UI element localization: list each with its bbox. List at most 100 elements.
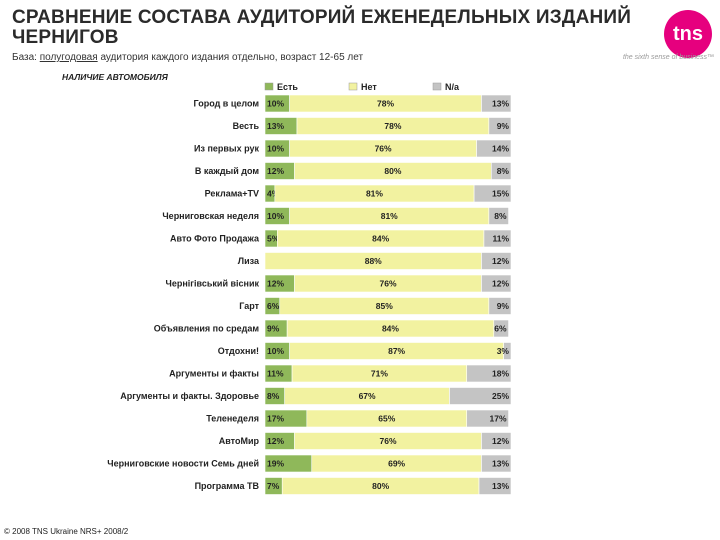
bar-segment [449, 387, 512, 405]
data-label: 11% [267, 369, 284, 379]
bar-segment [481, 252, 512, 270]
legend-swatch [264, 82, 274, 91]
data-label: 11% [492, 234, 509, 244]
data-label: 80% [372, 481, 389, 491]
data-label: 78% [377, 99, 394, 109]
category-label: Реклама+TV [205, 189, 259, 199]
data-label: 13% [492, 459, 509, 469]
base-rest: аудитория каждого издания отдельно, возр… [100, 52, 364, 63]
category-label: Отдохни! [218, 346, 259, 356]
category-label: Аргументы и факты [169, 369, 259, 379]
bar-segment [466, 409, 509, 428]
base-underlined: полугодовая [39, 52, 98, 63]
data-label: 84% [382, 324, 399, 334]
category-label: Черниговская неделя [162, 211, 259, 221]
data-label: 65% [378, 414, 395, 424]
data-label: 84% [372, 234, 389, 244]
data-label: 15% [492, 189, 509, 199]
data-label: 3% [497, 346, 510, 356]
data-label: 4% [267, 189, 280, 199]
data-label: 17% [267, 414, 284, 424]
legend-label: N/a [445, 82, 460, 92]
data-label: 76% [379, 279, 396, 289]
category-label: Весть [233, 121, 260, 131]
bar-segment [478, 477, 512, 495]
data-label: 13% [267, 121, 284, 131]
data-label: 8% [497, 166, 510, 176]
data-label: 81% [366, 189, 383, 199]
data-label: 76% [379, 436, 396, 446]
category-label: Лиза [238, 256, 260, 266]
data-label: 17% [490, 414, 507, 424]
data-label: 25% [492, 391, 509, 401]
data-label: 19% [267, 459, 284, 469]
category-label: АвтоМир [219, 436, 260, 446]
category-label: Программа ТВ [195, 481, 260, 491]
data-label: 81% [381, 211, 398, 221]
data-label: 87% [388, 346, 405, 356]
page-title: СРАВНЕНИЕ СОСТАВА АУДИТОРИЙ ЕЖЕНЕДЕЛЬНЫХ… [12, 7, 632, 48]
data-label: 18% [492, 369, 509, 379]
data-label: 7% [267, 481, 280, 491]
data-label: 13% [492, 481, 509, 491]
legend-label: Есть [277, 82, 298, 92]
data-label: 10% [267, 211, 284, 221]
data-label: 8% [267, 391, 280, 401]
data-label: 12% [267, 166, 284, 176]
chart-subtitle: НАЛИЧИЕ АВТОМОБИЛЯ [62, 72, 168, 82]
data-label: 6% [494, 324, 507, 334]
data-label: 10% [267, 346, 284, 356]
data-label: 10% [267, 99, 284, 109]
bar-segment [491, 162, 512, 180]
legend-swatch [432, 82, 442, 91]
data-label: 14% [492, 144, 509, 154]
category-label: Черниговские новости Семь дней [107, 459, 259, 469]
data-label: 12% [267, 436, 284, 446]
bar-segment [476, 139, 512, 158]
legend-label: Нет [361, 82, 377, 92]
data-label: 12% [492, 256, 509, 266]
data-label: 6% [267, 301, 280, 311]
data-label: 67% [359, 391, 376, 401]
data-label: 12% [267, 279, 284, 289]
data-label: 80% [384, 166, 401, 176]
category-label: Авто Фото Продажа [170, 234, 260, 244]
bar-segment [488, 207, 509, 225]
data-label: 78% [384, 121, 401, 131]
bar-segment [481, 274, 512, 293]
data-label: 9% [497, 121, 510, 131]
tns-logo: tns [664, 10, 712, 58]
bar-segment [488, 117, 512, 135]
base-description: База: полугодовая аудитория каждого изда… [12, 52, 363, 63]
data-label: 13% [492, 99, 509, 109]
data-label: 8% [494, 211, 507, 221]
base-label: База: [12, 52, 37, 63]
data-label: 9% [267, 324, 280, 334]
logo-slogan: the sixth sense of business™ [622, 54, 714, 61]
legend-swatch [348, 82, 358, 91]
bar-segment [488, 297, 512, 315]
data-label: 12% [492, 436, 509, 446]
data-label: 71% [371, 369, 388, 379]
bar-segment [466, 364, 512, 383]
category-label: В каждый дом [195, 166, 259, 176]
category-label: Город в целом [194, 99, 260, 109]
category-label: Из первых рук [194, 144, 259, 154]
data-label: 9% [497, 301, 510, 311]
data-label: 10% [267, 144, 284, 154]
footer-copyright: © 2008 TNS Ukraine NRS+ 2008/2 [4, 527, 129, 536]
data-label: 85% [376, 301, 393, 311]
data-label: 69% [388, 459, 405, 469]
category-label: Объявления по средам [154, 324, 260, 334]
bar-segment [493, 319, 509, 338]
category-label: Чернiгiвський вiсник [166, 279, 260, 289]
bar-segment [473, 184, 512, 203]
bar-segment [481, 432, 512, 450]
category-label: Аргументы и факты. Здоровье [120, 391, 259, 401]
category-label: Гарт [239, 301, 259, 311]
data-label: 12% [492, 279, 509, 289]
data-label: 88% [365, 256, 382, 266]
data-label: 5% [267, 234, 280, 244]
bar-segment [483, 229, 512, 248]
